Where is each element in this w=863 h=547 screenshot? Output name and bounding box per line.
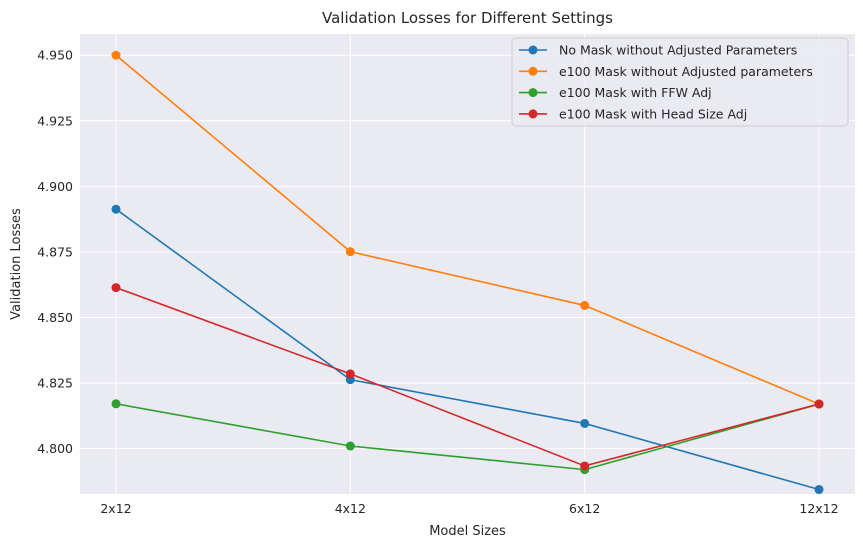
x-axis-title: Model Sizes bbox=[429, 524, 506, 539]
legend-entries: No Mask without Adjusted Parameters e100 … bbox=[519, 43, 813, 121]
legend-entry: No Mask without Adjusted Parameters bbox=[519, 43, 797, 58]
legend-label: No Mask without Adjusted Parameters bbox=[559, 43, 797, 58]
legend: No Mask without Adjusted Parameters e100 … bbox=[511, 37, 849, 127]
legend-entry: e100 Mask with Head Size Adj bbox=[519, 106, 747, 121]
legend-marker bbox=[528, 66, 538, 76]
y-tick-label: 4.800 bbox=[37, 441, 73, 456]
series-line bbox=[115, 286, 820, 467]
series-line bbox=[115, 402, 820, 471]
y-tick-labels: 4.800 4.825 4.850 4.875 4.900 4.925 4.950 bbox=[37, 48, 73, 456]
legend-frame bbox=[511, 37, 849, 127]
data-point bbox=[111, 50, 121, 60]
data-point bbox=[580, 300, 590, 310]
y-tick-label: 4.825 bbox=[37, 376, 73, 391]
legend-label: e100 Mask with Head Size Adj bbox=[559, 106, 747, 121]
x-tick-label: 6x12 bbox=[569, 501, 600, 516]
y-tick-label: 4.950 bbox=[37, 48, 73, 63]
data-point bbox=[814, 485, 824, 495]
data-point bbox=[345, 441, 355, 451]
data-point bbox=[111, 283, 121, 293]
series-line bbox=[115, 54, 820, 405]
y-tick-label: 4.900 bbox=[37, 179, 73, 194]
legend-marker bbox=[528, 88, 538, 98]
legend-marker bbox=[528, 45, 538, 55]
x-tick-label: 2x12 bbox=[100, 501, 131, 516]
y-tick-label: 4.875 bbox=[37, 244, 73, 259]
legend-label: e100 Mask with FFW Adj bbox=[559, 85, 712, 100]
chart-title: Validation Losses for Different Settings bbox=[322, 9, 613, 27]
legend-label: e100 Mask without Adjusted parameters bbox=[559, 64, 813, 79]
legend-marker bbox=[528, 109, 538, 119]
data-point bbox=[580, 418, 590, 428]
data-point bbox=[345, 247, 355, 257]
data-point bbox=[345, 369, 355, 379]
y-tick-label: 4.850 bbox=[37, 310, 73, 325]
x-tick-label: 12x12 bbox=[799, 501, 838, 516]
data-point bbox=[580, 461, 590, 471]
data-point bbox=[814, 399, 824, 409]
data-point bbox=[111, 204, 121, 214]
y-tick-label: 4.925 bbox=[37, 113, 73, 128]
series-layer bbox=[111, 50, 824, 495]
y-axis-title: Validation Losses bbox=[9, 208, 24, 320]
data-point bbox=[111, 399, 121, 409]
x-tick-label: 4x12 bbox=[335, 501, 366, 516]
legend-entry: e100 Mask with FFW Adj bbox=[519, 85, 712, 100]
x-tick-labels: 2x12 4x12 6x12 12x12 bbox=[100, 501, 838, 516]
series-line bbox=[115, 208, 820, 491]
grid-lines bbox=[80, 34, 855, 494]
legend-entry: e100 Mask without Adjusted parameters bbox=[519, 64, 813, 79]
series-3 bbox=[111, 283, 824, 471]
